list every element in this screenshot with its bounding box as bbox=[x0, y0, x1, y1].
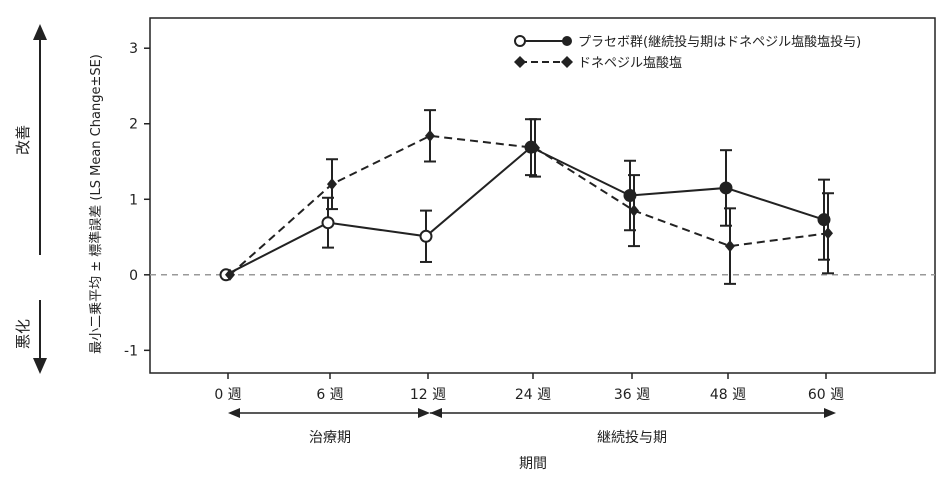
improve-label: 改善 bbox=[14, 125, 32, 155]
y-axis-title: 最小二乗平均 ± 標準誤差 (LS Mean Change±SE) bbox=[88, 54, 104, 354]
extension-phase-arrow bbox=[430, 408, 836, 418]
data-point bbox=[225, 268, 235, 281]
plot-frame bbox=[149, 17, 936, 374]
x-axis: 0 週 6 週 12 週 24 週 36 週 48 週 60 週 bbox=[214, 373, 844, 403]
legend-entry-donepezil: ドネペジル塩酸塩 bbox=[514, 56, 682, 71]
legend-entry-placebo: プラセボ群(継続投与期はドネペジル塩酸塩投与) bbox=[514, 34, 861, 50]
legend-label-placebo: プラセボ群(継続投与期はドネペジル塩酸塩投与) bbox=[578, 34, 861, 50]
y-axis: 3 2 1 0 -1 bbox=[124, 41, 150, 359]
data-point bbox=[419, 229, 433, 243]
x-axis-title: 期間 bbox=[519, 456, 547, 472]
series-line bbox=[229, 134, 829, 276]
data-point bbox=[623, 189, 637, 202]
treatment-phase-label: 治療期 bbox=[309, 429, 351, 446]
y-tick-label: 2 bbox=[129, 117, 138, 133]
x-tick-label: 12 週 bbox=[410, 387, 446, 403]
x-tick-label: 0 週 bbox=[214, 387, 241, 403]
data-point bbox=[530, 141, 540, 154]
data-point bbox=[823, 227, 833, 240]
y-tick-label: 1 bbox=[129, 192, 138, 208]
y-tick-label: -1 bbox=[124, 343, 138, 359]
legend: プラセボ群(継続投与期はドネペジル塩酸塩投与) ドネペジル塩酸塩 bbox=[514, 34, 861, 71]
extension-phase-label: 継続投与期 bbox=[597, 429, 667, 446]
data-point bbox=[817, 213, 831, 227]
x-tick-label: 60 週 bbox=[808, 387, 844, 403]
x-tick-label: 36 週 bbox=[614, 387, 650, 403]
data-point bbox=[725, 240, 735, 253]
y-tick-label: 0 bbox=[129, 268, 138, 284]
series-layer bbox=[219, 109, 834, 285]
y-tick-label: 3 bbox=[129, 41, 138, 57]
legend-label-donepezil: ドネペジル塩酸塩 bbox=[578, 56, 682, 71]
series-line bbox=[225, 145, 825, 276]
treatment-phase-arrow bbox=[228, 408, 430, 418]
data-point bbox=[719, 181, 733, 195]
series-donepezil bbox=[225, 109, 834, 285]
x-tick-label: 48 週 bbox=[710, 387, 746, 403]
data-point bbox=[327, 178, 337, 191]
worsen-label: 悪化 bbox=[14, 319, 32, 349]
worsen-arrow bbox=[33, 300, 47, 374]
improve-arrow bbox=[33, 24, 47, 255]
series-placebo bbox=[219, 118, 831, 282]
data-point bbox=[425, 129, 435, 142]
x-tick-label: 24 週 bbox=[515, 387, 551, 403]
data-point bbox=[321, 216, 335, 230]
data-point bbox=[629, 204, 639, 217]
x-tick-label: 6 週 bbox=[316, 387, 343, 403]
